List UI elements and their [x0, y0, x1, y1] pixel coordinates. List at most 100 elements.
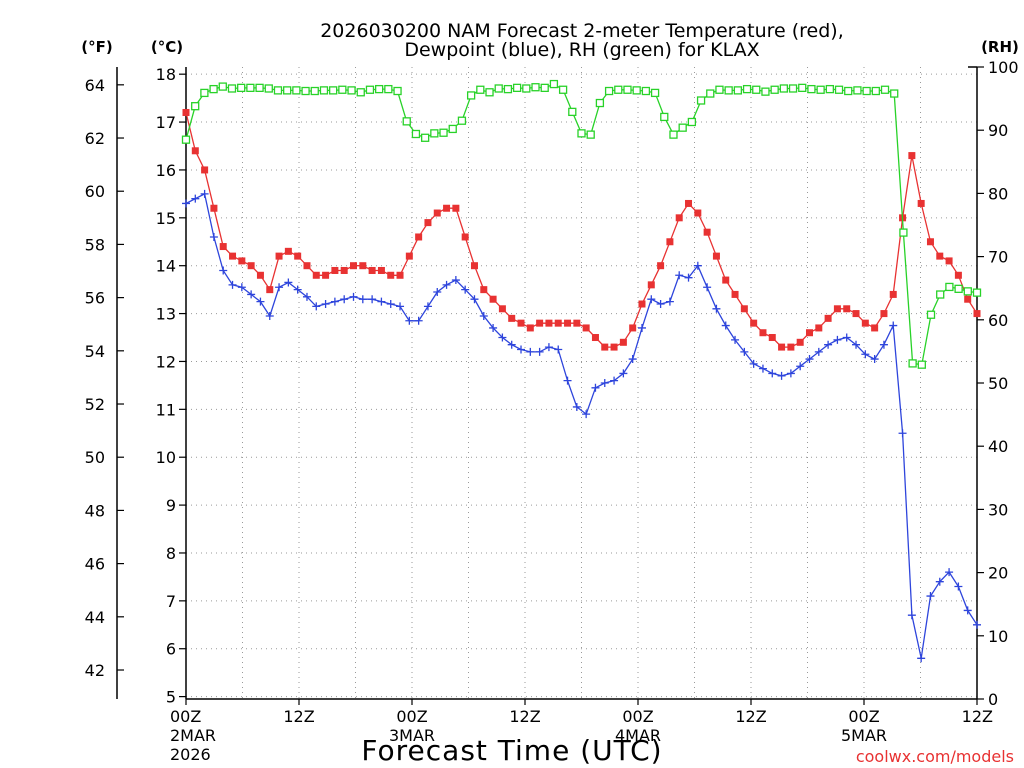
rh-point — [273, 86, 283, 95]
rh-tick-label: 20 — [988, 564, 1008, 583]
temperature-point — [694, 209, 702, 217]
rh-point — [890, 89, 899, 98]
rh-point — [595, 98, 605, 108]
dewpoint-point — [898, 429, 907, 438]
temperature-point — [666, 238, 674, 246]
dewpoint-point — [554, 345, 563, 354]
temperature-point — [312, 271, 320, 279]
x-axis-label: Forecast Time (UTC) — [361, 734, 662, 767]
fahrenheit-tick-label: 52 — [85, 395, 105, 414]
rh-point — [614, 85, 623, 94]
dewpoint-point — [433, 288, 442, 297]
dewpoint-point — [256, 297, 265, 306]
temperature-point — [284, 247, 292, 255]
dewpoint-point — [414, 316, 423, 325]
rh-point — [549, 79, 559, 89]
rh-tick-label: 40 — [988, 437, 1008, 456]
temperature-point — [712, 252, 720, 260]
temperature-point — [368, 266, 376, 274]
dewpoint-point — [675, 271, 684, 280]
rh-point — [954, 284, 963, 293]
temperature-point — [591, 334, 599, 342]
rh-point — [678, 123, 687, 132]
dewpoint-point — [758, 364, 767, 373]
watermark: coolwx.com/models — [856, 747, 1014, 766]
rh-point — [623, 85, 632, 94]
temperature-point — [601, 343, 609, 351]
dewpoint-point — [247, 290, 256, 299]
data-series — [181, 79, 982, 663]
dewpoint-point — [302, 292, 311, 301]
x-tick-date-label: 2MAR — [170, 726, 216, 745]
rh-point — [669, 130, 678, 139]
dewpoint-point — [526, 347, 535, 356]
dewpoint-point — [377, 297, 386, 306]
dewpoint-point — [665, 297, 674, 306]
x-tick-label: 00Z — [848, 707, 879, 726]
temperature-point — [703, 228, 711, 236]
celsius-tick-label: 16 — [156, 161, 176, 180]
rh-point — [972, 288, 982, 297]
temperature-point — [796, 338, 804, 346]
rh-unit-label: (RH) — [981, 38, 1019, 56]
temperature-point — [675, 214, 683, 222]
rh-point — [347, 86, 356, 95]
rh-tick-label: 70 — [988, 248, 1008, 267]
dewpoint-point — [442, 280, 451, 289]
rh-tick-label: 60 — [988, 311, 1008, 330]
celsius-tick-label: 8 — [166, 544, 176, 563]
dewpoint-point — [647, 295, 656, 304]
dewpoint-point — [628, 355, 637, 364]
rh-point — [577, 129, 586, 138]
rh-point — [393, 86, 402, 96]
rh-point — [742, 84, 752, 94]
rh-point — [687, 117, 697, 127]
temperature-point — [871, 324, 879, 332]
rh-point — [430, 129, 439, 138]
celsius-tick-label: 18 — [156, 65, 176, 84]
dewpoint-point — [293, 285, 302, 294]
dewpoint-point — [275, 283, 284, 292]
rh-point — [926, 310, 936, 319]
temperature-point — [638, 300, 646, 308]
temperature-point — [350, 262, 358, 270]
rh-point — [439, 128, 448, 137]
temperature-point — [182, 108, 190, 116]
rh-tick-label: 0 — [988, 690, 998, 709]
temperature-point — [573, 319, 581, 327]
x-tick-date-label: 5MAR — [841, 726, 887, 745]
celsius-tick-label: 7 — [166, 592, 176, 611]
temperature-point — [824, 314, 832, 322]
celsius-tick-label: 11 — [156, 400, 176, 419]
temperature-point — [685, 199, 693, 207]
dewpoint-point — [963, 606, 972, 615]
rh-point — [531, 83, 540, 92]
celsius-tick-label: 10 — [156, 448, 176, 467]
celsius-tick-label: 17 — [156, 113, 176, 132]
temperature-point — [443, 204, 451, 212]
rh-point — [963, 287, 972, 296]
temperature-point — [191, 147, 199, 155]
temperature-point — [889, 290, 897, 298]
rh-point — [853, 86, 862, 95]
rh-point — [292, 86, 301, 95]
rh-point — [218, 82, 227, 91]
rh-point — [788, 84, 798, 93]
dewpoint-point — [219, 266, 228, 275]
temperature-point — [508, 314, 516, 322]
celsius-tick-label: 6 — [166, 640, 176, 659]
temperature-point — [647, 281, 655, 289]
rh-tick-label: 100 — [988, 58, 1019, 77]
temperature-point — [424, 219, 432, 227]
rh-point — [825, 84, 834, 94]
celsius-tick-label: 14 — [156, 257, 176, 276]
temperature-point — [331, 266, 339, 274]
dewpoint-point — [517, 345, 526, 354]
dewpoint-point — [824, 340, 833, 349]
temperature-point — [294, 252, 302, 260]
temperature-point — [517, 319, 525, 327]
temperature-point — [787, 343, 795, 351]
dewpoint-point — [330, 297, 339, 306]
dewpoint-point — [786, 369, 795, 378]
x-tick-label: 00Z — [622, 707, 653, 726]
